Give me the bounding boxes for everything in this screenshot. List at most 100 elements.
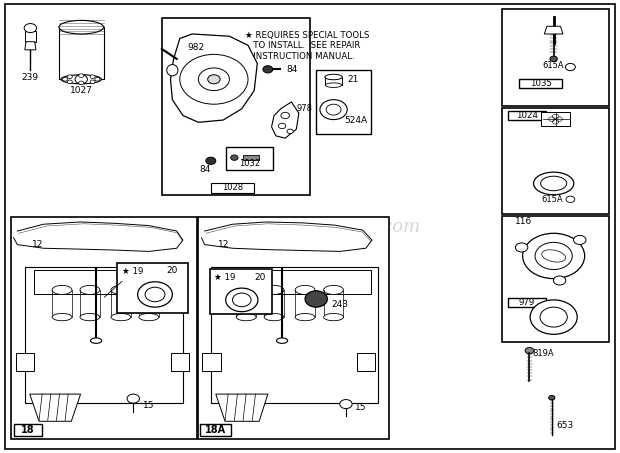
Bar [170,353,189,371]
Text: ★ REQUIRES SPECIAL TOOLS
   TO INSTALL.  SEE REPAIR
   INSTRUCTION MANUAL.: ★ REQUIRES SPECIAL TOOLS TO INSTALL. SEE… [245,31,370,61]
Polygon shape [30,394,81,421]
Text: 524A: 524A [344,116,367,125]
Ellipse shape [59,20,104,34]
Polygon shape [162,18,310,195]
Text: 819A: 819A [532,349,554,358]
Bar [198,217,389,439]
Circle shape [63,77,68,81]
Polygon shape [544,26,563,34]
Text: 21: 21 [347,75,358,84]
Text: 982: 982 [187,43,205,52]
Polygon shape [34,270,177,294]
Text: eReplacementParts.com: eReplacementParts.com [200,217,420,236]
Circle shape [232,293,251,307]
Ellipse shape [325,74,342,80]
Bar [25,267,183,403]
Ellipse shape [52,285,72,294]
Ellipse shape [61,75,102,84]
Circle shape [320,100,347,120]
Ellipse shape [111,313,131,321]
Bar [325,77,342,85]
Ellipse shape [52,313,72,321]
Ellipse shape [236,313,256,321]
Ellipse shape [277,338,288,343]
Circle shape [574,236,586,245]
Ellipse shape [326,83,342,87]
Text: 1032: 1032 [239,159,260,169]
Ellipse shape [295,313,315,321]
Circle shape [549,395,555,400]
Circle shape [79,81,84,85]
Circle shape [340,400,352,409]
Circle shape [263,66,273,73]
Bar [200,424,231,436]
Ellipse shape [80,313,100,321]
Ellipse shape [167,65,178,76]
Bar [502,108,609,214]
Circle shape [540,307,567,327]
Bar [541,112,570,126]
Circle shape [326,104,341,115]
Bar [211,267,378,403]
Circle shape [565,63,575,71]
Bar [25,31,36,42]
Circle shape [180,54,248,104]
Bar [226,147,273,170]
Ellipse shape [80,285,100,294]
Text: 978: 978 [296,104,312,113]
Ellipse shape [139,313,159,321]
Text: 18A: 18A [205,425,226,435]
Ellipse shape [236,285,256,294]
Circle shape [530,300,577,334]
Circle shape [145,287,165,302]
Circle shape [90,80,95,84]
Ellipse shape [541,176,567,191]
Polygon shape [25,42,36,50]
Ellipse shape [91,338,102,343]
Circle shape [206,157,216,164]
Bar [211,183,254,193]
Bar [16,353,34,371]
Circle shape [75,75,87,84]
Circle shape [287,129,293,134]
Text: 615A: 615A [542,61,564,70]
Ellipse shape [542,250,565,262]
Text: ★ 19: ★ 19 [122,267,143,276]
Ellipse shape [264,285,284,294]
Circle shape [305,291,327,307]
Text: 15: 15 [355,403,366,412]
Polygon shape [220,270,371,294]
Circle shape [68,75,73,78]
Circle shape [24,24,37,33]
Ellipse shape [324,313,343,321]
Circle shape [231,155,238,160]
Text: 12: 12 [32,240,43,249]
Ellipse shape [111,285,131,294]
Text: 18: 18 [20,425,34,435]
Circle shape [90,75,95,78]
Bar [202,353,221,371]
Bar [117,263,188,313]
Bar [508,111,546,120]
Text: 15: 15 [143,401,154,410]
Circle shape [226,288,258,312]
Circle shape [127,394,140,403]
Text: 20: 20 [166,266,177,275]
Text: 615A: 615A [541,195,563,204]
Text: 116: 116 [515,217,532,226]
Text: 239: 239 [22,72,39,82]
Bar [59,27,104,79]
Text: 84: 84 [199,165,210,174]
Circle shape [198,68,229,91]
Bar [11,217,197,439]
Bar [356,353,375,371]
Text: 1024: 1024 [516,111,538,120]
Bar [243,155,259,160]
Text: 84: 84 [286,65,298,74]
Circle shape [281,112,290,119]
Bar [14,424,42,436]
Polygon shape [170,34,257,122]
Circle shape [525,347,534,354]
Ellipse shape [295,285,315,294]
Bar [502,216,609,342]
